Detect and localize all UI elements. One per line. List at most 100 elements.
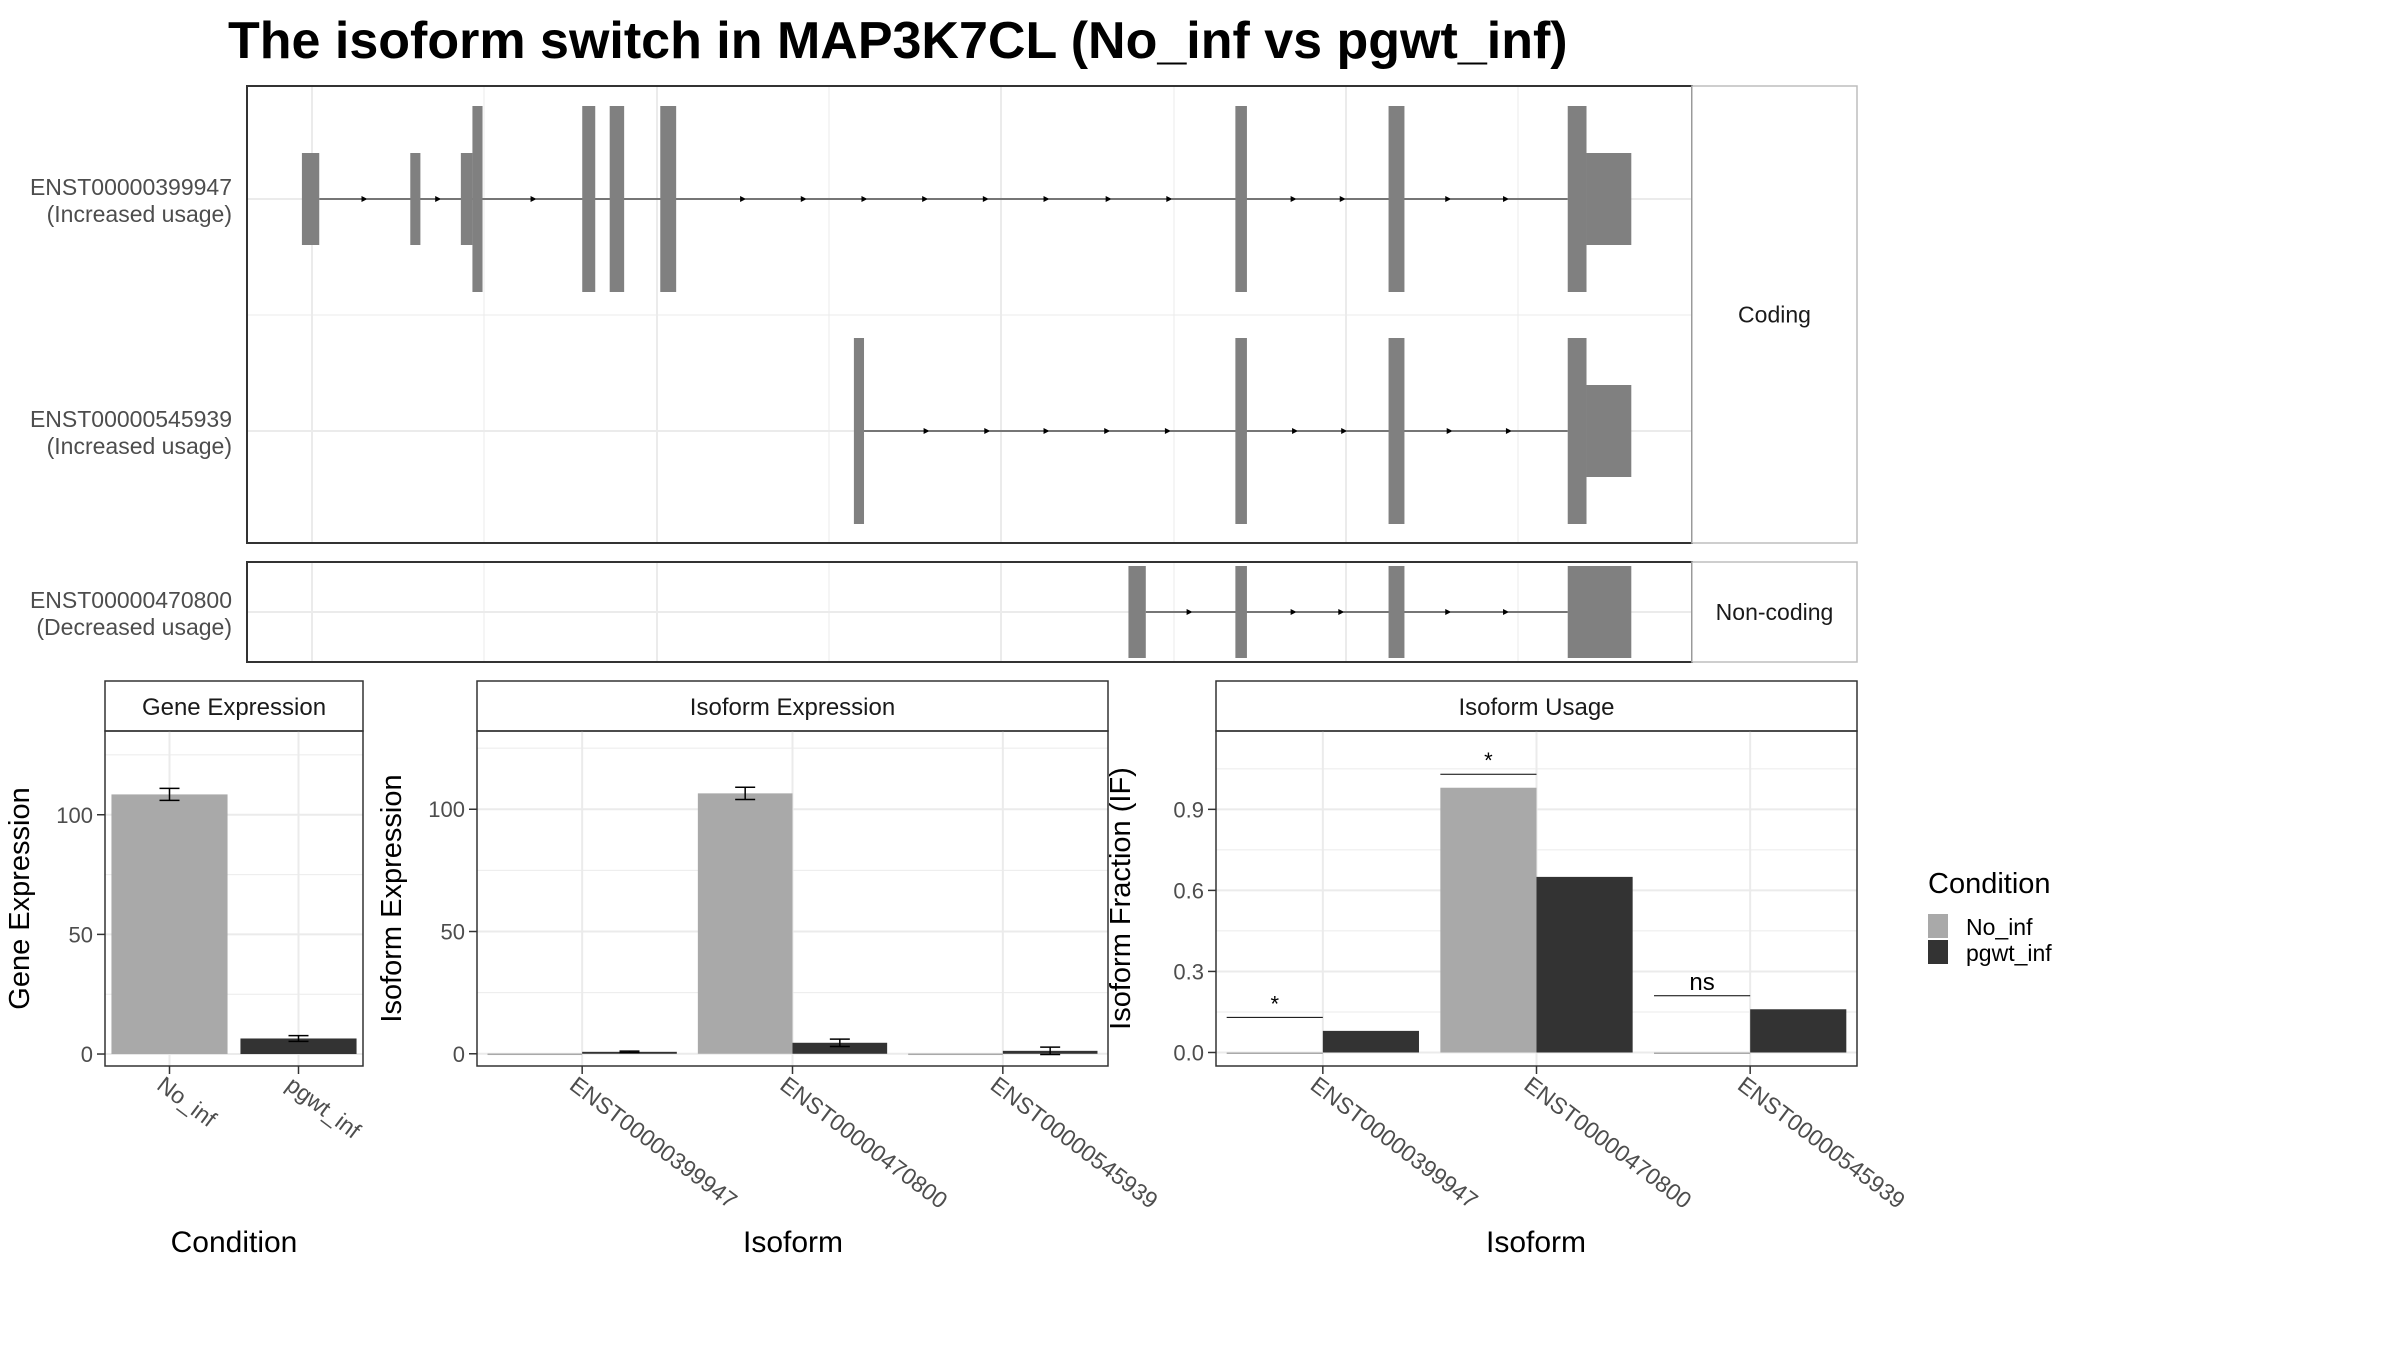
- significance-label: *: [1484, 748, 1493, 773]
- transcript-label: ENST00000470800: [30, 587, 232, 613]
- exon-block: [1128, 566, 1146, 658]
- significance-label: ns: [1689, 969, 1714, 996]
- legend-label-pgwt-inf: pgwt_inf: [1966, 940, 2052, 966]
- y-axis-title: Isoform Expression: [376, 774, 408, 1022]
- exon-block: [410, 153, 421, 245]
- bar-no-inf-enst00000545939: [908, 1053, 1003, 1056]
- transcript-usage-label: (Increased usage): [47, 433, 232, 459]
- intron-arrow-icon: [435, 196, 442, 202]
- panel-strip-label: Isoform Expression: [690, 694, 895, 721]
- transcript-usage-label: (Increased usage): [47, 201, 232, 227]
- intron-arrow-icon: [1104, 428, 1111, 434]
- intron-arrow-icon: [361, 196, 368, 202]
- exon-block: [472, 106, 483, 292]
- intron-arrow-icon: [922, 196, 929, 202]
- exon-block: [1235, 338, 1247, 524]
- intron-arrow-icon: [1043, 428, 1050, 434]
- bar-panels: Gene Expression 0 50 100 No_inf pgwt_inf Gene …: [4, 680, 1910, 1259]
- panel-strip: [104, 680, 364, 732]
- intron-arrow-icon: [1105, 196, 1112, 202]
- intron-arrow-icon: [1290, 609, 1297, 615]
- significance-label: *: [1270, 991, 1279, 1016]
- intron-arrow-icon: [1186, 609, 1193, 615]
- legend-key-no-inf: [1928, 914, 1948, 938]
- exon-block: [1235, 566, 1247, 658]
- intron-arrow-icon: [1164, 428, 1171, 434]
- x-axis-title: Condition: [171, 1226, 298, 1259]
- x-tick-label: ENST00000545939: [1733, 1071, 1910, 1213]
- intron-arrow-icon: [1503, 196, 1510, 202]
- bar-no-inf-enst00000470800: [697, 793, 793, 1054]
- intron-arrow-icon: [1292, 428, 1299, 434]
- x-tick-label: ENST00000470800: [775, 1071, 952, 1213]
- x-tick-label: ENST00000399947: [565, 1071, 742, 1213]
- bar-pgwt-inf-enst00000470800: [1536, 876, 1633, 1053]
- intron-arrow-icon: [1445, 196, 1452, 202]
- intron-arrow-icon: [982, 196, 989, 202]
- y-tick-label: 50: [69, 922, 93, 947]
- transcript-label: ENST00000545939: [30, 406, 232, 432]
- legend-title: Condition: [1928, 868, 2051, 900]
- intron-arrow-icon: [1339, 196, 1346, 202]
- x-axis-title: Isoform: [1486, 1226, 1586, 1259]
- intron-arrow-icon: [740, 196, 747, 202]
- intron-arrow-icon: [1043, 196, 1050, 202]
- intron-arrow-icon: [1166, 196, 1173, 202]
- panel-strip-label: Isoform Usage: [1458, 694, 1614, 721]
- exon-block: [1388, 566, 1405, 658]
- exon-block: [1567, 106, 1587, 292]
- y-tick-label: 0.9: [1173, 797, 1204, 822]
- exon-block: [1567, 338, 1587, 524]
- intron-arrow-icon: [861, 196, 868, 202]
- x-axis-title: Isoform: [743, 1226, 843, 1259]
- panel-frame: [104, 730, 364, 1067]
- intron-arrow-icon: [1338, 609, 1345, 615]
- gene-structure-panel: ENST00000399947(Increased usage)ENST0000…: [30, 85, 1858, 663]
- bar-pgwt-inf-pgwt-inf: [240, 1038, 357, 1055]
- bar-no-inf-enst00000470800: [1440, 787, 1537, 1053]
- intron-arrow-icon: [800, 196, 807, 202]
- condition-legend: Condition No_inf pgwt_inf: [1928, 868, 2052, 966]
- y-axis-title: Gene Expression: [4, 787, 36, 1009]
- y-tick-label: 0.3: [1173, 959, 1204, 984]
- intron-arrow-icon: [1503, 609, 1510, 615]
- panel-strip: [1215, 680, 1858, 732]
- exon-block: [853, 338, 865, 524]
- bar-pgwt-inf-enst00000399947: [1322, 1030, 1419, 1053]
- exon-block: [301, 153, 320, 245]
- figure-title: The isoform switch in MAP3K7CL (No_inf v…: [228, 12, 1568, 70]
- facet-strip: [1691, 561, 1858, 663]
- y-tick-label: 50: [441, 920, 465, 945]
- x-tick-label: ENST00000470800: [1519, 1071, 1696, 1213]
- exon-block: [460, 153, 473, 245]
- facet-strip-label: Coding: [1738, 302, 1811, 328]
- y-tick-label: 0.0: [1173, 1040, 1204, 1065]
- exon-block: [609, 106, 625, 292]
- bar-no-inf-enst00000545939: [1654, 1052, 1751, 1054]
- y-tick-label: 100: [56, 803, 93, 828]
- intron-arrow-icon: [923, 428, 930, 434]
- x-tick-label: ENST00000545939: [986, 1071, 1163, 1213]
- facet-strip: [1691, 85, 1858, 544]
- exon-block: [1388, 106, 1405, 292]
- exon-block: [582, 106, 596, 292]
- x-tick-label: ENST00000399947: [1306, 1071, 1483, 1213]
- intron-arrow-icon: [530, 196, 537, 202]
- intron-arrow-icon: [1290, 196, 1297, 202]
- y-tick-label: 0.6: [1173, 878, 1204, 903]
- legend-label-no-inf: No_inf: [1966, 914, 2033, 940]
- x-tick-label: No_inf: [152, 1071, 221, 1132]
- intron-arrow-icon: [1505, 428, 1512, 434]
- legend-key-pgwt-inf: [1928, 940, 1948, 964]
- exon-block: [1235, 106, 1247, 292]
- exon-block: [1388, 338, 1405, 524]
- bar-pgwt-inf-enst00000470800: [792, 1042, 888, 1054]
- transcript-usage-label: (Decreased usage): [36, 614, 232, 640]
- exon-block: [1586, 385, 1632, 477]
- bar-pgwt-inf-enst00000545939: [1750, 1009, 1847, 1053]
- bar-no-inf-enst00000399947: [1226, 1052, 1323, 1054]
- x-tick-label: pgwt_inf: [281, 1071, 366, 1144]
- exon-block: [1586, 153, 1632, 245]
- bar-no-inf-enst00000399947: [487, 1053, 583, 1056]
- y-tick-label: 100: [428, 797, 465, 822]
